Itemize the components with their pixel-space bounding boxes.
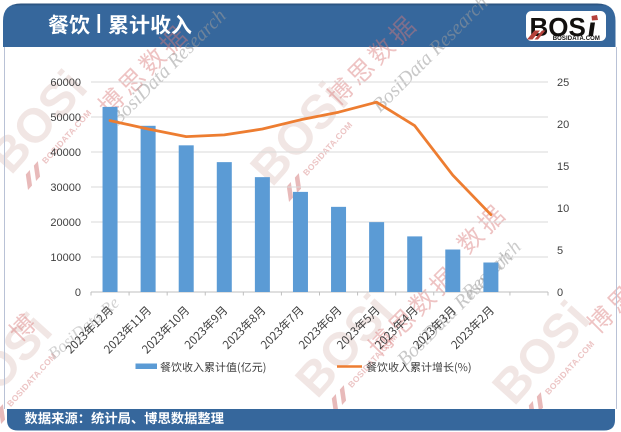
svg-text:30000: 30000 [50,182,81,194]
svg-text:25: 25 [557,77,569,89]
svg-text:0: 0 [75,287,81,299]
svg-text:40000: 40000 [50,147,81,159]
svg-text:20: 20 [557,119,569,131]
svg-text:50000: 50000 [50,112,81,124]
svg-text:5: 5 [557,245,563,257]
svg-text:BOSIDATA.COM: BOSIDATA.COM [553,36,600,42]
svg-text:15: 15 [557,161,569,173]
svg-text:20000: 20000 [50,217,81,229]
svg-text:60000: 60000 [50,77,81,89]
svg-text:0: 0 [557,287,563,299]
svg-text:10: 10 [557,203,569,215]
svg-text:10000: 10000 [50,252,81,264]
